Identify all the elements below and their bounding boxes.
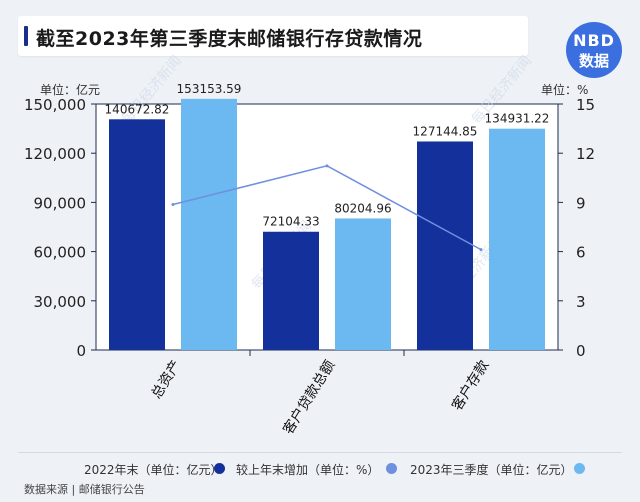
bar-2022 bbox=[109, 119, 165, 351]
bar-value-label: 153153.59 bbox=[177, 82, 242, 96]
growth-point bbox=[171, 203, 175, 207]
bar-2023q3 bbox=[181, 98, 237, 350]
legend-swatch-growth bbox=[386, 463, 397, 474]
legend-divider bbox=[18, 452, 622, 453]
right-axis-tick-label: 9 bbox=[576, 194, 586, 212]
legend: 2022年末（单位：亿元） 较上年末增加（单位：%） 2023年三季度（单位：亿… bbox=[0, 457, 640, 481]
legend-label-2022: 2022年末（单位：亿元） bbox=[84, 463, 223, 477]
legend-swatch-2023q3 bbox=[574, 463, 585, 474]
chart-svg: 0 30,000 60,000 90,000 120,000 150,000 0 3 6 9 12 1… bbox=[24, 53, 595, 437]
nbd-logo: NBD 数据 bbox=[566, 22, 622, 78]
plot-area bbox=[95, 103, 559, 351]
bar-2022 bbox=[263, 231, 319, 350]
right-axis-unit: 单位：% bbox=[541, 83, 589, 97]
logo-text-nbd: NBD bbox=[573, 31, 615, 50]
right-axis-tick-label: 15 bbox=[576, 96, 595, 114]
chart-title: 截至2023年第三季度末邮储银行存贷款情况 bbox=[36, 28, 423, 50]
left-axis-tick-label: 0 bbox=[76, 342, 86, 360]
left-axis-tick-label: 60,000 bbox=[34, 244, 87, 262]
bar-value-label: 134931.22 bbox=[485, 112, 550, 126]
right-axis-tick-label: 6 bbox=[576, 244, 586, 262]
left-axis-tick-label: 30,000 bbox=[34, 293, 87, 311]
right-axis-tick-label: 12 bbox=[576, 145, 595, 163]
legend-label-2023q3: 2023年三季度（单位：亿元） bbox=[410, 463, 573, 477]
title-bar: 截至2023年第三季度末邮储银行存贷款情况 bbox=[18, 16, 528, 56]
left-axis-tick-label: 150,000 bbox=[24, 96, 86, 114]
legend-swatch-2022 bbox=[214, 463, 225, 474]
bar-2023q3 bbox=[335, 218, 391, 350]
growth-point bbox=[325, 164, 329, 168]
right-axis-tick-label: 3 bbox=[576, 293, 586, 311]
left-axis-unit: 单位：亿元 bbox=[40, 83, 101, 97]
left-axis-tick-label: 120,000 bbox=[24, 145, 86, 163]
bar-value-label: 140672.82 bbox=[105, 102, 170, 116]
bar-2023q3 bbox=[489, 128, 545, 350]
category-label: 总资产 bbox=[149, 358, 185, 402]
category-label: 客户存款 bbox=[448, 357, 492, 413]
bar-value-label: 72104.33 bbox=[262, 215, 319, 229]
title-accent bbox=[24, 26, 28, 46]
legend-label-growth: 较上年末增加（单位：%） bbox=[236, 463, 380, 477]
bar-value-label: 80204.96 bbox=[334, 201, 391, 215]
data-source: 数据来源 | 邮储银行公告 bbox=[24, 483, 145, 496]
category-label: 客户贷款总额 bbox=[279, 357, 338, 437]
bar-2022 bbox=[417, 141, 473, 350]
bar-value-label: 127144.85 bbox=[413, 124, 478, 138]
left-axis-tick-label: 90,000 bbox=[34, 194, 87, 212]
growth-point bbox=[479, 248, 483, 252]
logo-text-data: 数据 bbox=[578, 52, 609, 70]
right-axis-tick-label: 0 bbox=[576, 342, 586, 360]
